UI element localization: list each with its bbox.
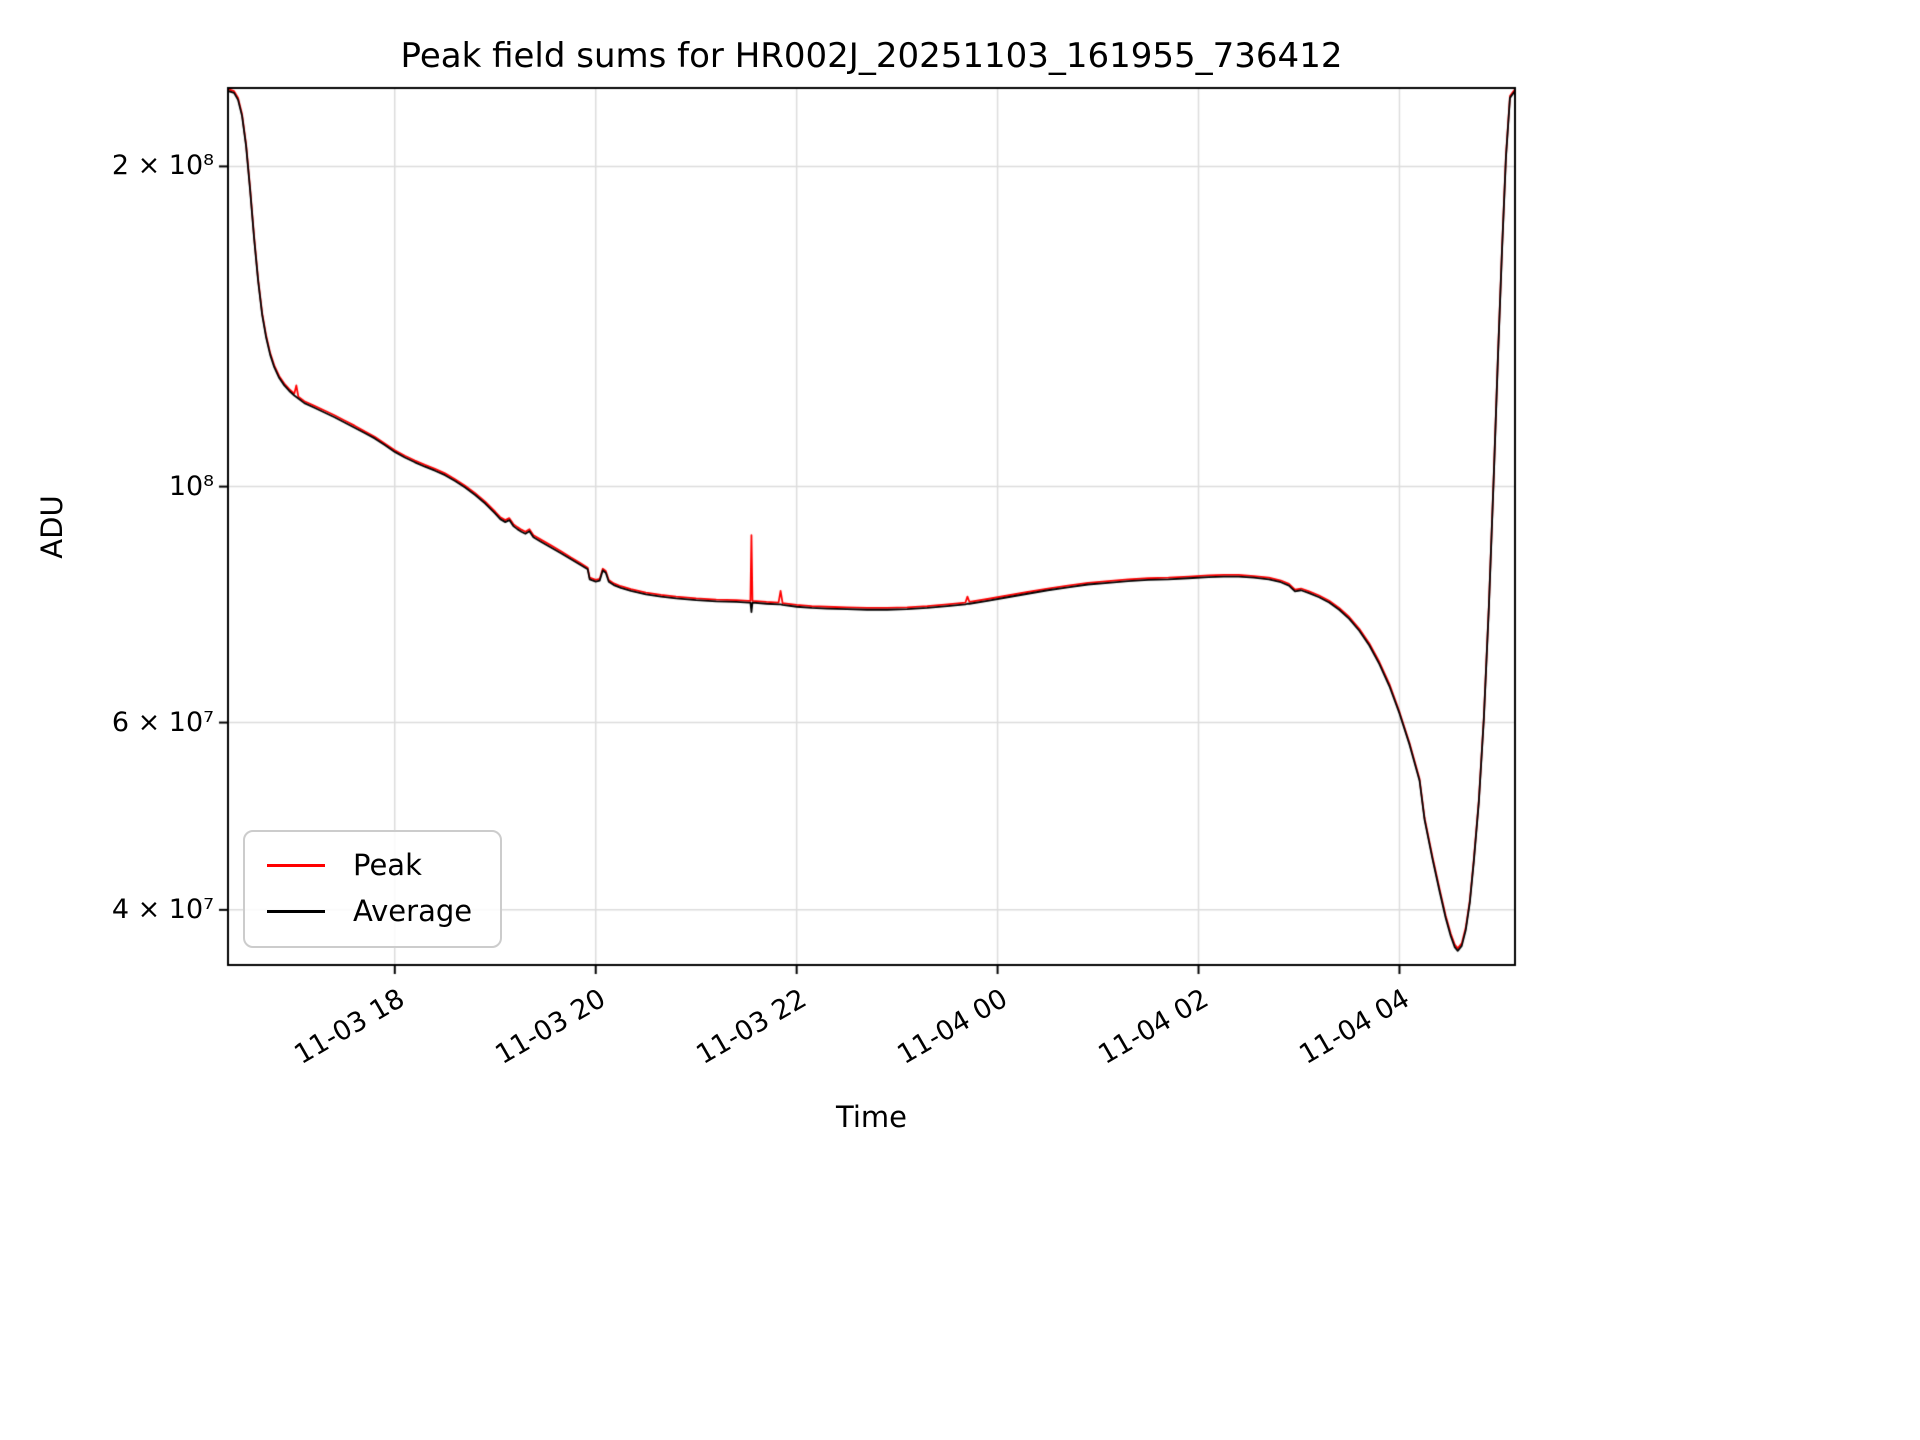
legend: Peak Average [243,830,503,948]
peak-line-swatch [267,863,325,867]
legend-label-peak: Peak [353,848,422,882]
average-line-swatch [267,909,325,913]
chart-title: Peak field sums for HR002J_20251103_1619… [400,36,1343,76]
legend-item-average: Average [267,894,472,928]
y-axis-label: ADU [35,495,69,559]
legend-item-peak: Peak [267,848,472,882]
legend-label-average: Average [353,894,473,928]
x-axis-label: Time [836,1100,907,1134]
